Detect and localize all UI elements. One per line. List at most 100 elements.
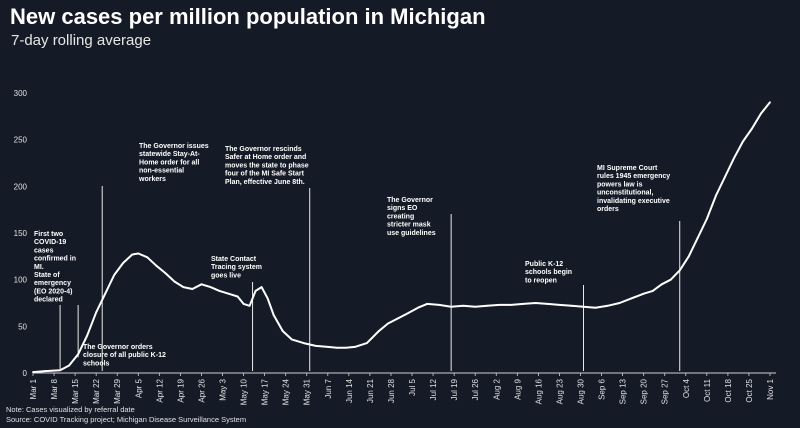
x-tick-label: Oct 4: [682, 378, 691, 398]
data-point: [200, 283, 203, 286]
data-point: [705, 218, 708, 220]
data-point: [387, 322, 389, 325]
data-point: [164, 272, 167, 275]
x-tick-label: Oct 11: [703, 378, 712, 402]
data-point: [426, 303, 428, 305]
annotation-text: use guidelines: [387, 230, 436, 237]
data-point: [314, 345, 317, 347]
x-tick-label: Oct 18: [724, 378, 733, 402]
chart-source: Source: COVID Tracking project; Michigan…: [6, 415, 247, 424]
annotation-text: statewide Stay-At-: [139, 151, 200, 158]
annotation-text: MI Supreme Court: [597, 165, 658, 172]
data-point: [405, 313, 407, 316]
data-point: [760, 112, 762, 115]
annotation-text: State Contact: [211, 256, 257, 263]
annotation-text: State of: [34, 272, 60, 279]
x-tick-label: Apr 12: [155, 378, 164, 402]
data-point: [131, 253, 134, 256]
data-point: [366, 342, 368, 345]
x-tick-label: Oct 25: [745, 378, 754, 402]
x-tick-label: Mar 8: [50, 378, 59, 399]
x-tick-label: Jul 26: [471, 378, 480, 400]
data-point: [522, 303, 525, 305]
annotation-text: Home order for all: [139, 159, 199, 166]
data-point: [260, 286, 263, 289]
x-tick-label: Jun 7: [324, 378, 333, 398]
data-point: [227, 292, 230, 295]
data-point: [769, 101, 771, 104]
data-point: [510, 303, 513, 306]
data-point: [714, 194, 717, 197]
data-point: [290, 338, 293, 341]
data-point: [660, 283, 663, 286]
annotation-text: workers: [138, 176, 166, 183]
annotation-text: to reopen: [525, 277, 557, 284]
x-tick-label: Jul 5: [408, 378, 417, 395]
x-tick-label: Jul 19: [450, 378, 459, 400]
data-point: [113, 274, 116, 276]
annotation-text: Tracing system: [211, 264, 262, 271]
x-tick-label: Sep 27: [661, 378, 670, 404]
data-point: [173, 280, 176, 283]
y-tick-label: 0: [23, 369, 28, 378]
annotation-text: unconstitutional,: [597, 190, 653, 197]
x-tick-label: Aug 30: [576, 378, 585, 404]
x-tick-label: May 3: [219, 378, 228, 400]
data-point: [335, 346, 338, 349]
annotation-text: Safer at Home order and: [225, 154, 306, 161]
chart-subtitle: 7-day rolling average: [11, 32, 152, 49]
data-point: [218, 289, 221, 292]
x-tick-label: Mar 22: [92, 378, 101, 403]
annotation-text: invalidating executive: [597, 198, 670, 205]
x-tick-label: Mar 15: [71, 378, 80, 403]
annotation-text: schools: [83, 360, 110, 367]
x-tick-label: Nov 1: [766, 378, 775, 399]
annotation-text: rules 1945 emergency: [597, 173, 670, 180]
x-tick-label: May 17: [261, 378, 270, 405]
annotation-text: emergency: [34, 280, 71, 287]
data-point: [137, 252, 140, 255]
annotation-text: stricter mask: [387, 222, 431, 229]
x-tick-label: Aug 16: [534, 378, 543, 404]
data-point: [742, 140, 744, 143]
annotation-text: Public K-12: [525, 261, 563, 268]
chart-note: Note: Cases visualized by referral date: [6, 405, 135, 414]
data-point: [95, 311, 98, 314]
data-point: [254, 289, 257, 292]
y-tick-label: 250: [14, 136, 28, 145]
data-point: [242, 303, 245, 305]
annotation-text: The Governor issues: [139, 143, 209, 150]
data-point: [570, 304, 573, 307]
annotation-text: The Governor: [387, 197, 433, 204]
annotation-text: orders: [597, 206, 619, 213]
data-point: [642, 292, 645, 295]
data-point: [281, 330, 284, 332]
data-point: [669, 278, 672, 281]
y-tick-label: 100: [14, 276, 28, 285]
x-tick-label: Sep 13: [619, 378, 628, 404]
annotation-text: powers law is: [597, 181, 643, 188]
x-tick-label: Apr 5: [134, 378, 143, 398]
data-point: [272, 314, 275, 317]
x-tick-label: May 24: [282, 378, 291, 405]
x-tick-label: Jun 21: [366, 378, 375, 403]
data-point: [486, 304, 489, 307]
x-tick-label: Aug 2: [492, 378, 501, 399]
chart-title: New cases per million population in Mich…: [10, 4, 486, 29]
data-point: [44, 370, 46, 373]
data-point: [594, 306, 597, 309]
data-point: [104, 292, 107, 295]
annotation-text: declared: [34, 297, 63, 304]
data-point: [558, 303, 561, 306]
data-point: [378, 330, 380, 332]
data-point: [606, 304, 609, 307]
x-tick-label: Apr 26: [197, 378, 206, 402]
annotation-text: moves the state to phase: [225, 162, 309, 169]
data-point: [182, 286, 185, 289]
data-point: [618, 302, 621, 304]
y-tick-label: 150: [14, 229, 28, 238]
annotation-text: The Governor rescinds: [225, 146, 302, 153]
y-tick-label: 300: [14, 89, 28, 98]
data-point: [438, 303, 441, 306]
